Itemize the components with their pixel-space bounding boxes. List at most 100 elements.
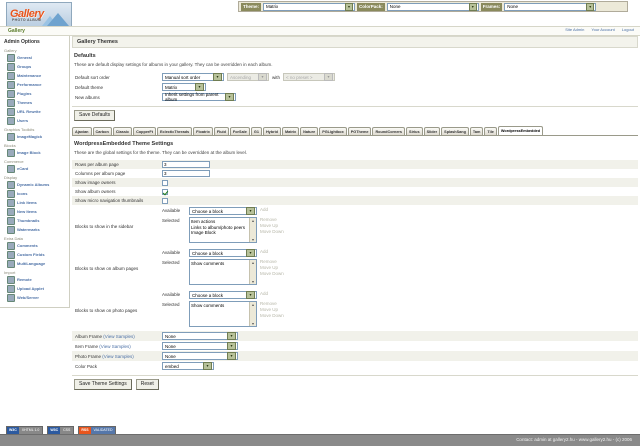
sidebar-item-users[interactable]: Users (7, 117, 66, 125)
sidebar-item-performance[interactable]: Performance (7, 81, 66, 89)
tab-carbon[interactable]: Carbon (92, 127, 112, 135)
tab-classic[interactable]: Classic (112, 127, 133, 135)
gallery-logo[interactable]: Gallery PHOTO ALBUM (6, 2, 72, 28)
sidebar-item-remote[interactable]: Remote (7, 276, 66, 284)
tab-g1[interactable]: G1 (250, 127, 262, 135)
sidebar-item-watermarks[interactable]: Watermarks (7, 226, 66, 234)
new-albums-label: New albums (75, 94, 100, 100)
save-theme-settings-button[interactable]: Save Theme Settings (74, 379, 132, 390)
tab-eclecticthreads[interactable]: EclecticThreads (157, 127, 193, 135)
item-frame-samples-link[interactable]: (View Samples) (99, 343, 131, 349)
album-frame-samples-link[interactable]: (View Samples) (103, 333, 135, 339)
tab-sirius[interactable]: Sirius (406, 127, 423, 135)
item-frame-select[interactable]: None ▾ (162, 342, 238, 350)
sidebar-item-general[interactable]: General (7, 54, 66, 62)
color-pack-value: embed (165, 363, 179, 369)
album-selected-blocks-listbox[interactable]: ▴ ▾ Show comments (189, 259, 257, 285)
color-pack-select[interactable]: embed ▾ (162, 362, 214, 370)
sidebar-item-comments[interactable]: Comments (7, 242, 66, 250)
tab-fluid[interactable]: Fluid (213, 127, 229, 135)
sidebar-item-maintenance[interactable]: Maintenance (7, 72, 66, 80)
colorpack-select[interactable]: None ▾ (386, 2, 479, 11)
photo-move-up-link[interactable]: Move Up (260, 307, 279, 312)
tab-ajaxian[interactable]: Ajaxian (72, 127, 92, 135)
reset-button[interactable]: Reset (135, 379, 159, 390)
site-admin-link[interactable]: Site Admin (565, 27, 585, 32)
sidebar-item-link-items[interactable]: Link Items (7, 199, 66, 207)
tab-tam[interactable]: Tam (469, 127, 484, 135)
sidebar-item-themes[interactable]: Themes (7, 99, 66, 107)
sidebar-item-multilanguage[interactable]: MultiLanguage (7, 260, 66, 268)
sidebar-move-down-link[interactable]: Move Down (260, 229, 284, 234)
photo-remove-link[interactable]: Remove (260, 301, 277, 306)
tab-floatrix[interactable]: Floatrix (193, 127, 213, 135)
tab-roundcorners[interactable]: RoundCorners (372, 127, 406, 135)
list-item[interactable]: Links to album/photo peers (191, 224, 246, 230)
album-remove-link[interactable]: Remove (260, 259, 277, 264)
album-move-up-link[interactable]: Move Up (260, 265, 279, 270)
album-frame-select[interactable]: None ▾ (162, 332, 238, 340)
default-theme-select[interactable]: Matrix ▾ (162, 83, 206, 91)
breadcrumb[interactable]: Gallery (8, 28, 25, 34)
new-albums-select[interactable]: Inherit settings from parent album ▾ (162, 92, 236, 102)
sidebar-item-dynamic-albums[interactable]: Dynamic Albums (7, 181, 66, 189)
sidebar-remove-link[interactable]: Remove (260, 217, 277, 222)
sidebar-item-new-items[interactable]: New Items (7, 208, 66, 216)
tab-slider[interactable]: Slider (423, 127, 441, 135)
sidebar-item-ecard[interactable]: eCard (7, 165, 66, 173)
tab-nature[interactable]: Nature (300, 127, 319, 135)
tab-pglightbox[interactable]: PGLightbox (319, 127, 347, 135)
tab-forsale[interactable]: ForSale (229, 127, 250, 135)
tab-matrix[interactable]: Matrix (281, 127, 300, 135)
sidebar-item-icons[interactable]: Icons (7, 190, 66, 198)
tab-wordpressembedded[interactable]: WordpressEmbedded (497, 126, 544, 135)
sidebar-item-plugins[interactable]: Plugins (7, 90, 66, 98)
photo-frame-select[interactable]: None ▾ (162, 352, 238, 360)
photo-move-down-link[interactable]: Move Down (260, 313, 284, 318)
list-item[interactable]: Image Block (191, 230, 216, 235)
save-defaults-button[interactable]: Save Defaults (74, 110, 116, 121)
list-item[interactable]: Show comments (191, 261, 225, 266)
rows-per-page-input[interactable]: 3 (162, 161, 210, 168)
sidebar-add-link[interactable]: Add (260, 207, 269, 212)
sort-preset-select[interactable]: < no preset > ▾ (283, 73, 336, 81)
sidebar-item-web-server[interactable]: Web/Server (7, 294, 66, 302)
photo-available-block-select[interactable]: Choose a block ▾ (189, 291, 257, 299)
sidebar-available-block-select[interactable]: Choose a block ▾ (189, 207, 257, 215)
show-album-owners-checkbox[interactable] (162, 188, 168, 195)
sidebar-item-image-block[interactable]: Image Block (7, 149, 66, 157)
show-image-owners-checkbox[interactable] (162, 179, 168, 186)
frames-select[interactable]: None ▾ (504, 2, 597, 11)
cols-per-page-input[interactable]: 3 (162, 170, 210, 177)
photo-selected-blocks-listbox[interactable]: ▴ ▾ Show comments (189, 301, 257, 327)
sidebar-item-custom-fields[interactable]: Custom Fields (7, 251, 66, 259)
theme-select[interactable]: Matrix ▾ (263, 2, 356, 11)
sort-direction-select[interactable]: Ascending ▾ (227, 73, 269, 81)
tab-splashsang[interactable]: SplashSang (441, 127, 469, 135)
sidebar-item-imagemagick[interactable]: ImageMagick (7, 133, 66, 141)
album-add-link[interactable]: Add (260, 249, 269, 254)
photo-frame-samples-link[interactable]: (View Samples) (102, 353, 134, 359)
listbox-scrollbar[interactable]: ▴ ▾ (249, 302, 256, 326)
default-sort-order-select[interactable]: Manual sort order ▾ (162, 73, 224, 81)
your-account-link[interactable]: Your Account (591, 27, 615, 32)
logout-link[interactable]: Logout (621, 27, 634, 32)
album-move-down-link[interactable]: Move Down (260, 271, 284, 276)
sidebar-item-url-rewrite[interactable]: URL Rewrite (7, 108, 66, 116)
list-item[interactable]: Item actions (191, 219, 216, 224)
sidebar-move-up-link[interactable]: Move Up (260, 223, 279, 228)
sidebar-selected-blocks-listbox[interactable]: ▴ ▾ Item actions Links to album/photo pee… (189, 217, 257, 243)
sidebar-item-groups[interactable]: Groups (7, 63, 66, 71)
tab-tile[interactable]: Tile (484, 127, 497, 135)
album-available-block-select[interactable]: Choose a block ▾ (189, 249, 257, 257)
sidebar-item-thumbnails[interactable]: Thumbnails (7, 217, 66, 225)
listbox-scrollbar[interactable]: ▴ ▾ (249, 218, 256, 242)
photo-add-link[interactable]: Add (260, 291, 269, 296)
show-micro-nav-checkbox[interactable] (162, 197, 168, 204)
tab-pgtheme[interactable]: PGTheme (347, 127, 372, 135)
listbox-scrollbar[interactable]: ▴ ▾ (249, 260, 256, 284)
tab-copperft[interactable]: CopperFt (133, 127, 156, 135)
list-item[interactable]: Show comments (191, 303, 225, 308)
sidebar-item-upload-applet[interactable]: Upload Applet (7, 285, 66, 293)
tab-hybrid[interactable]: Hybrid (262, 127, 281, 135)
